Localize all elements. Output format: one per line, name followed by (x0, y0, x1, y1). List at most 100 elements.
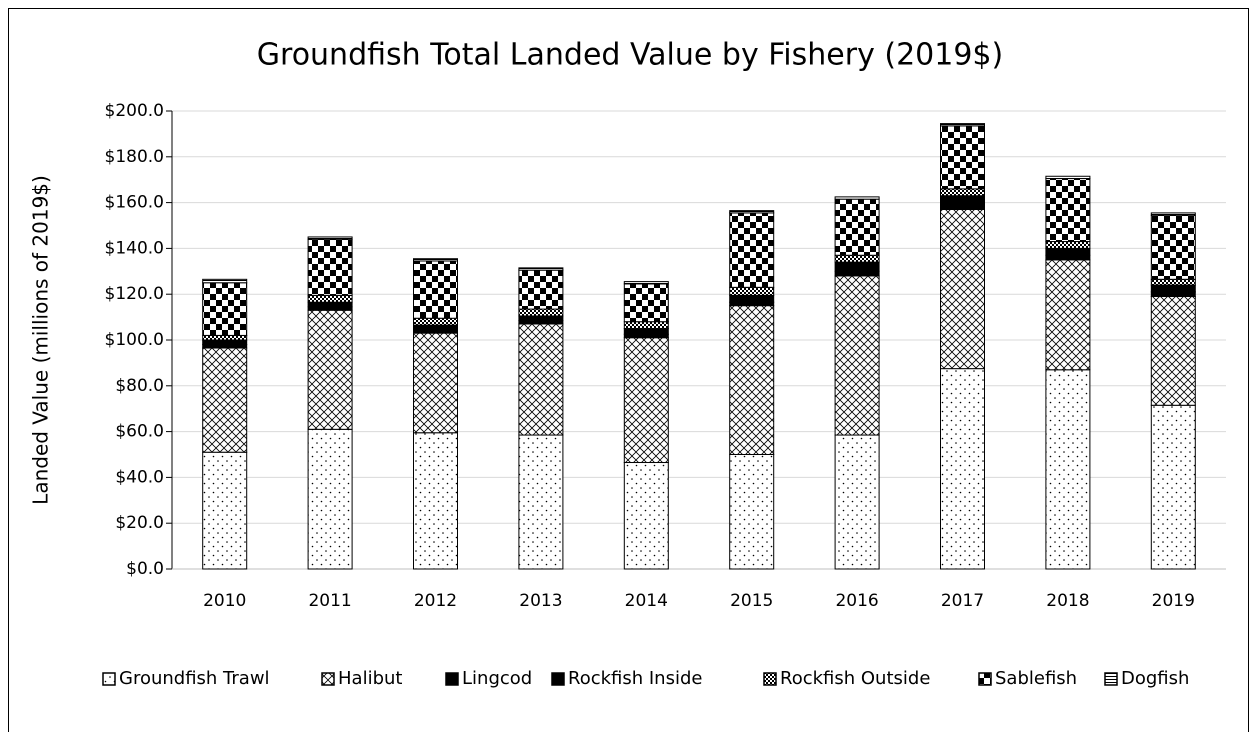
bar-segment (307, 309, 353, 430)
y-tick-label: $20.0 (115, 513, 164, 533)
chart-title: Groundfish Total Landed Value by Fishery… (257, 38, 1003, 73)
y-tick-label: $160.0 (105, 193, 164, 213)
legend-swatch (445, 672, 459, 686)
bar-segment (413, 432, 458, 570)
y-tick-label: $180.0 (105, 147, 164, 167)
bar-segment (729, 210, 775, 214)
bar-segment (940, 195, 985, 206)
bar-segment (1045, 178, 1091, 243)
bar-segment (202, 347, 248, 453)
bar-segment (1045, 175, 1091, 180)
bar-segment (1150, 284, 1196, 293)
legend-label: Rockfish Outside (780, 668, 930, 689)
x-tick-label: 2018 (1046, 591, 1089, 611)
legend-label: Sablefish (995, 668, 1077, 689)
legend-swatch (1104, 672, 1118, 686)
bar-segment (518, 315, 564, 322)
bar-segment (729, 294, 775, 303)
bar-segment (413, 317, 458, 326)
bar-segment (623, 337, 669, 464)
bar-segment (729, 454, 775, 570)
x-tick-label: 2019 (1152, 591, 1195, 611)
y-tick-label: $80.0 (115, 376, 164, 396)
bar-segment (623, 333, 669, 339)
bar-segment (1045, 241, 1091, 249)
bar-segment (1150, 212, 1196, 216)
legend-label: Dogfish (1121, 668, 1189, 689)
x-tick-label: 2011 (308, 591, 351, 611)
y-axis-label: Landed Value (millions of 2019$) (29, 175, 53, 505)
bar-segment (1150, 295, 1196, 406)
bar-segment (729, 301, 775, 307)
bar-segment (834, 196, 880, 200)
bar-segment (202, 451, 248, 570)
bar-segment (1045, 254, 1091, 261)
legend-label: Halibut (338, 668, 402, 689)
bar-segment (623, 281, 669, 285)
bar-segment (623, 321, 669, 330)
bar-segment (940, 208, 985, 370)
bar-segment (940, 368, 985, 570)
legend-swatch (551, 672, 565, 686)
bar-segment (1045, 369, 1091, 570)
bar-segment (834, 198, 880, 256)
y-tick-label: $120.0 (105, 284, 164, 304)
bar-segment (729, 286, 775, 296)
legend-swatch (978, 672, 992, 686)
bar-segment (202, 344, 248, 349)
y-tick-label: $60.0 (115, 422, 164, 442)
bar-segment (307, 428, 353, 570)
y-tick-label: $140.0 (105, 238, 164, 258)
legend-swatch (321, 672, 335, 686)
legend-label: Groundfish Trawl (119, 668, 270, 689)
bar-segment (623, 328, 669, 335)
x-tick-label: 2017 (941, 591, 984, 611)
bar-segment (834, 270, 880, 277)
bar-segment (518, 434, 564, 570)
y-tick-label: $200.0 (105, 101, 164, 121)
x-tick-label: 2010 (203, 591, 246, 611)
bar-segment (307, 306, 353, 311)
bar-segment (307, 301, 353, 308)
bar-segment (518, 308, 564, 317)
bar-segment (834, 275, 880, 436)
x-tick-label: 2012 (414, 591, 457, 611)
bar-segment (202, 278, 248, 284)
bar-segment (1150, 404, 1196, 570)
legend-swatch (102, 672, 116, 686)
x-tick-label: 2013 (519, 591, 562, 611)
bar-segment (202, 282, 248, 336)
bar-segment (940, 188, 985, 197)
bar-segment (834, 254, 880, 263)
bar-segment (518, 320, 564, 325)
bar-segment (413, 260, 458, 319)
bar-segment (834, 261, 880, 272)
x-tick-label: 2014 (625, 591, 668, 611)
bar-segment (307, 236, 353, 240)
bar-segment (623, 462, 669, 570)
bar-segment (940, 125, 985, 190)
bar-segment (623, 283, 669, 323)
bar-segment (413, 258, 458, 262)
legend-label: Lingcod (462, 668, 532, 689)
bar-segment (1150, 291, 1196, 297)
bar-segment (729, 305, 775, 455)
bar-segment (518, 267, 564, 271)
bar-segment (518, 269, 564, 310)
y-tick-label: $40.0 (115, 467, 164, 487)
bar-segment (518, 323, 564, 436)
bar-segment (307, 294, 353, 303)
bar-segment (940, 123, 985, 127)
y-tick-label: $0.0 (126, 559, 164, 579)
bar-segment (413, 324, 458, 331)
x-tick-label: 2016 (835, 591, 878, 611)
bar-segment (413, 332, 458, 434)
bar-segment (1150, 278, 1196, 286)
bar-segment (940, 204, 985, 210)
bar-segment (202, 334, 248, 341)
bar-segment (307, 238, 353, 296)
y-tick-label: $100.0 (105, 330, 164, 350)
bar-segment (834, 434, 880, 570)
legend-label: Rockfish Inside (568, 668, 702, 689)
